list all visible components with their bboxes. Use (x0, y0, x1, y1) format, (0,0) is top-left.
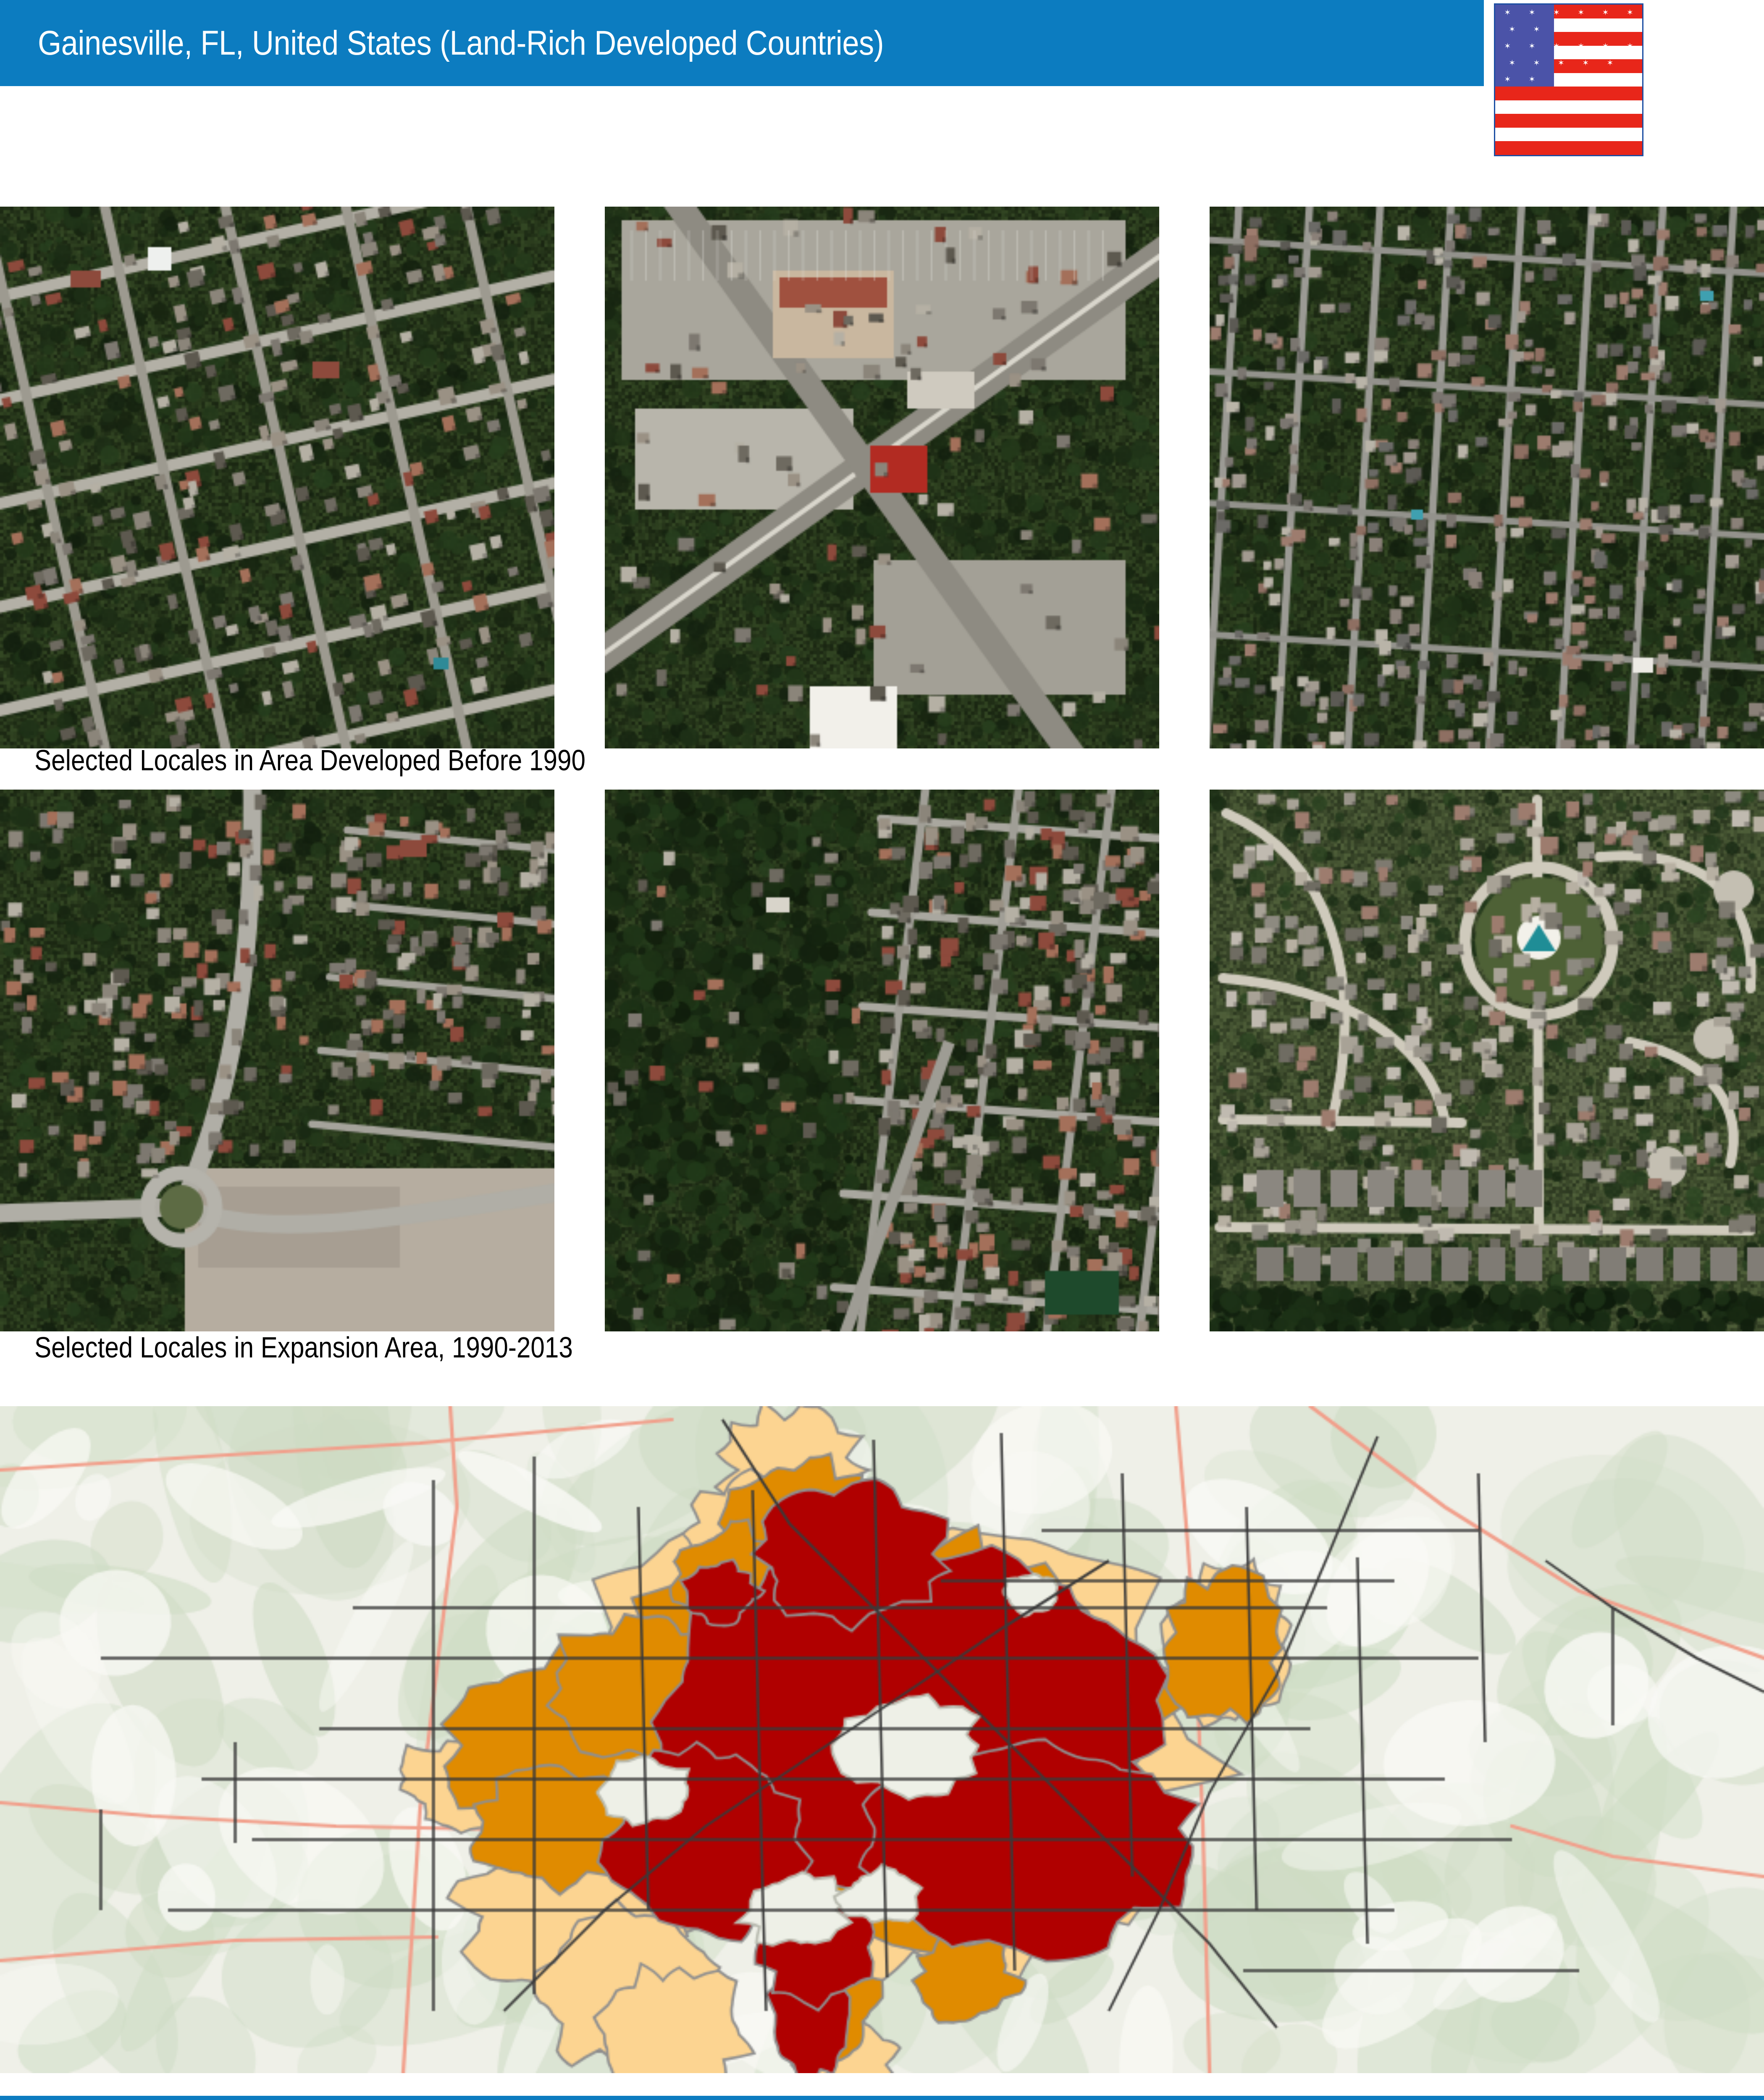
flag-star-icon: ✶ (1578, 75, 1585, 84)
flag-star-icon: ✶ (1606, 25, 1614, 34)
flag-star-icon: ✶ (1578, 8, 1585, 18)
flag-stripe (1495, 100, 1642, 114)
flag-star-icon: ✶ (1504, 8, 1511, 18)
flag-stripe (1495, 114, 1642, 128)
flag-star-icon: ✶ (1582, 25, 1589, 34)
flag-stripe (1495, 141, 1642, 155)
flag-star-icon: ✶ (1509, 58, 1516, 68)
flag-star-icon: ✶ (1557, 25, 1564, 34)
flag-star-icon: ✶ (1553, 42, 1560, 51)
photo-row-expansion (0, 790, 1764, 1331)
flag-star-icon: ✶ (1533, 58, 1540, 68)
flag-stripe (1495, 87, 1642, 100)
photo-row-before-1990 (0, 207, 1764, 748)
flag-star-icon: ✶ (1602, 8, 1609, 18)
flag-canton (1495, 5, 1554, 87)
flag-star-icon: ✶ (1528, 8, 1536, 18)
aerial-photo-1-3 (1210, 207, 1764, 748)
page-title: Gainesville, FL, United States (Land-Ric… (38, 24, 884, 62)
flag-star-icon: ✶ (1578, 42, 1585, 51)
flag-star-icon: ✶ (1602, 42, 1609, 51)
flag-star-icon: ✶ (1504, 75, 1511, 84)
aerial-photo-2-3 (1210, 790, 1764, 1331)
aerial-photo-2-1 (0, 790, 554, 1331)
flag-star-icon: ✶ (1626, 42, 1633, 51)
aerial-photo-1-2 (605, 207, 1159, 748)
flag-star-icon: ✶ (1528, 42, 1536, 51)
urban-extent-map[interactable] (0, 1406, 1764, 2073)
legend-panel: Gainesville, FL, United States 1990-2013… (0, 2096, 1764, 2100)
caption-expansion: Selected Locales in Expansion Area, 1990… (34, 1331, 573, 1364)
flag-star-icon: ✶ (1533, 25, 1540, 34)
aerial-photo-1-1 (0, 207, 554, 748)
header-banner: Gainesville, FL, United States (Land-Ric… (0, 0, 1484, 86)
flag-star-icon: ✶ (1626, 75, 1633, 84)
flag-star-icon: ✶ (1626, 8, 1633, 18)
flag-star-icon: ✶ (1606, 58, 1614, 68)
flag-star-icon: ✶ (1602, 75, 1609, 84)
flag-star-icon: ✶ (1509, 25, 1516, 34)
flag-star-icon: ✶ (1528, 75, 1536, 84)
flag-star-icon: ✶ (1504, 42, 1511, 51)
us-flag-icon: ✶ ✶ ✶ ✶ ✶ ✶ ✶ ✶ ✶ ✶ ✶ ✶ ✶ ✶ ✶ ✶ ✶ ✶ ✶ ✶ ✶ ✶ ✶ ✶ ✶ ✶ ✶ ✶ (1494, 3, 1643, 156)
aerial-photo-2-2 (605, 790, 1159, 1331)
flag-star-icon: ✶ (1582, 58, 1589, 68)
flag-stripe (1495, 127, 1642, 142)
caption-before-1990: Selected Locales in Area Developed Befor… (34, 744, 585, 777)
flag-star-icon: ✶ (1553, 75, 1560, 84)
flag-star-icon: ✶ (1553, 8, 1560, 18)
flag-stars: ✶ ✶ ✶ ✶ ✶ ✶ ✶ ✶ ✶ ✶ ✶ ✶ ✶ ✶ ✶ ✶ ✶ ✶ ✶ ✶ ✶ ✶ ✶ ✶ ✶ ✶ ✶ ✶ (1495, 5, 1642, 155)
flag-star-icon: ✶ (1557, 58, 1564, 68)
